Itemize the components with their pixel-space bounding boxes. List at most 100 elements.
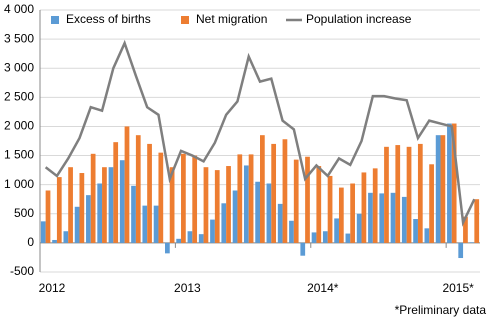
bar (429, 164, 434, 243)
bar (248, 154, 254, 243)
bar (52, 239, 57, 243)
y-tick-label: 3 500 (4, 31, 34, 45)
bar (260, 135, 265, 243)
footnote: *Preliminary data (395, 303, 487, 317)
bar (124, 126, 130, 243)
bar (289, 220, 294, 243)
bar (63, 231, 69, 243)
bar (451, 123, 457, 243)
bar (169, 167, 175, 243)
bar (74, 206, 80, 243)
legend-swatch (181, 16, 189, 24)
bar (311, 232, 317, 243)
bar (147, 143, 152, 243)
bar (379, 193, 385, 243)
bar (372, 168, 378, 243)
bar (142, 205, 148, 243)
bar (135, 135, 141, 243)
bar (361, 172, 367, 243)
legend-label: Net migration (196, 12, 267, 26)
x-tick-label: 2012 (39, 281, 66, 295)
bar (45, 190, 51, 243)
bar (305, 156, 310, 243)
y-tick-label: 1 000 (4, 177, 34, 191)
bar (158, 152, 164, 243)
bar (226, 166, 231, 243)
bar (463, 216, 468, 243)
bar (424, 228, 430, 243)
bar (327, 175, 333, 243)
bar (79, 173, 85, 243)
bar (271, 143, 277, 243)
bar (86, 195, 91, 243)
bar (203, 167, 209, 243)
bar (221, 203, 227, 243)
x-tick-label: 2015* (442, 281, 474, 295)
y-tick-label: 500 (14, 206, 34, 220)
bar (293, 159, 299, 243)
bar (469, 242, 475, 243)
bar (474, 199, 480, 243)
legend-label: Excess of births (66, 12, 151, 26)
bar (56, 177, 62, 243)
bar (390, 192, 396, 243)
bar (113, 142, 119, 243)
bar (384, 146, 389, 243)
y-tick-label: 0 (27, 235, 34, 249)
bar (68, 167, 73, 243)
bar (316, 166, 322, 243)
bar (282, 139, 288, 243)
bar (181, 153, 186, 243)
bar (210, 219, 215, 243)
line (44, 39, 476, 227)
bar (356, 213, 362, 243)
bar (214, 170, 220, 243)
bar (119, 160, 125, 243)
bar (345, 233, 351, 243)
bar (102, 167, 107, 243)
bar (97, 183, 103, 243)
bar (90, 153, 96, 243)
bar (395, 145, 401, 243)
bar (243, 165, 249, 243)
bar (237, 154, 243, 243)
y-tick-label: 2 500 (4, 90, 34, 104)
bar (187, 231, 193, 243)
bar (447, 123, 452, 243)
bar (300, 242, 306, 256)
y-tick-label: 2 000 (4, 119, 34, 133)
bar (350, 183, 355, 243)
bar (322, 231, 328, 243)
bar (266, 183, 272, 243)
x-tick-label: 2014* (307, 281, 339, 295)
bar (338, 187, 344, 243)
bar (435, 135, 441, 243)
bar (440, 135, 446, 243)
y-tick-label: 4 000 (4, 2, 34, 16)
bar (165, 242, 170, 254)
x-tick-label: 2013 (174, 281, 201, 295)
bar (131, 185, 136, 243)
y-tick-label: 1 500 (4, 148, 34, 162)
bar (406, 146, 412, 243)
bar (153, 205, 159, 243)
y-tick-label: -500 (10, 264, 34, 278)
bar (232, 190, 238, 243)
bar (277, 203, 283, 243)
bar (334, 218, 339, 243)
bar (368, 192, 373, 243)
bar (255, 181, 260, 243)
bar (417, 143, 423, 243)
legend-swatch (51, 16, 59, 24)
bar (40, 221, 46, 243)
bar (401, 196, 407, 243)
bar (198, 234, 204, 243)
legend-label: Population increase (306, 12, 412, 26)
bar (458, 242, 464, 259)
bar (176, 238, 182, 243)
bar (192, 155, 198, 243)
y-tick-label: 3 000 (4, 60, 34, 74)
bar (413, 219, 418, 243)
bar (108, 167, 114, 243)
